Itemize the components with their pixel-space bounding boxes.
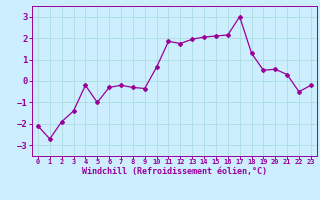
X-axis label: Windchill (Refroidissement éolien,°C): Windchill (Refroidissement éolien,°C) — [82, 167, 267, 176]
